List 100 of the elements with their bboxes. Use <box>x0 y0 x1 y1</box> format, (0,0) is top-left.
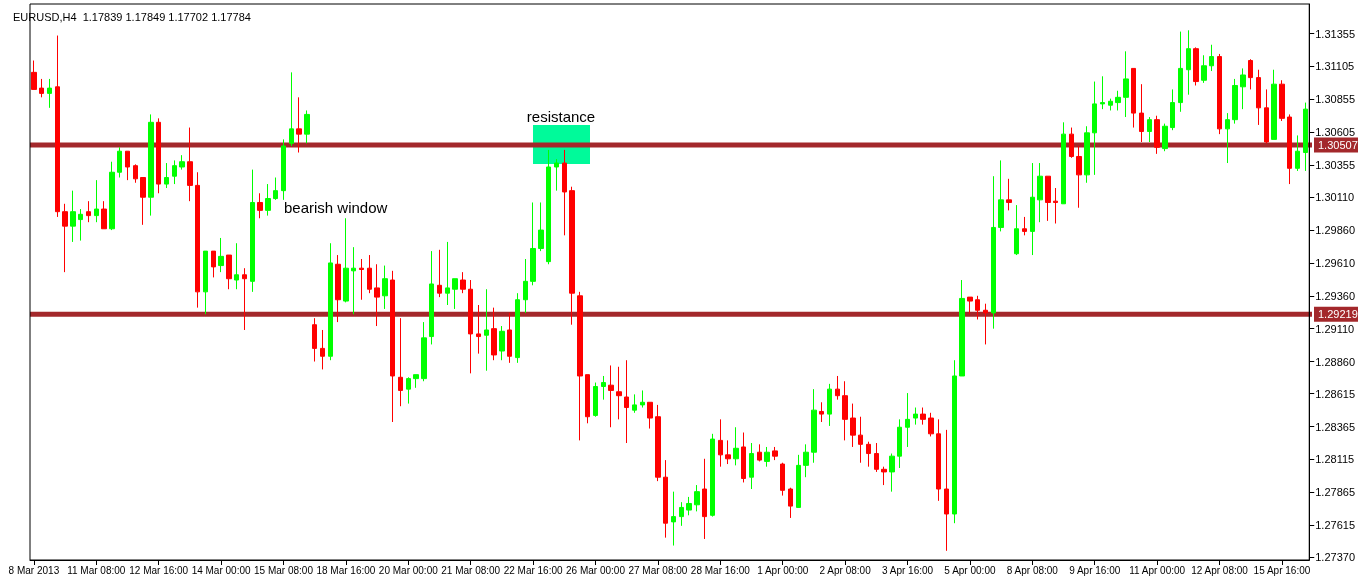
x-tick-label: 3 Apr 16:00 <box>881 564 934 576</box>
candlestick <box>616 366 622 420</box>
x-tick-label: 5 Apr 00:00 <box>944 564 996 576</box>
candlestick <box>460 271 466 294</box>
y-tick-label: 1.28365 <box>1315 420 1355 433</box>
candlestick <box>1014 204 1019 256</box>
candlestick <box>78 208 83 242</box>
candlestick <box>1045 175 1051 222</box>
candlestick <box>31 60 37 90</box>
candlestick <box>86 200 91 223</box>
candlestick <box>195 171 200 309</box>
candlestick <box>663 459 668 539</box>
candlestick <box>1076 145 1082 209</box>
candlestick <box>390 270 395 423</box>
candlestick <box>1115 90 1121 111</box>
candlestick <box>312 317 317 363</box>
x-tick-label: 9 Apr 16:00 <box>1069 564 1121 576</box>
candlestick <box>952 359 957 524</box>
candlestick <box>1084 125 1090 184</box>
candlestick <box>437 249 442 298</box>
y-tick-label: 1.30355 <box>1315 159 1355 172</box>
x-tick-label: 2 Apr 08:00 <box>819 564 872 576</box>
y-tick-label: 1.28860 <box>1315 355 1355 368</box>
candlestick <box>881 466 887 486</box>
candlestick <box>398 317 403 407</box>
candlestick <box>842 380 848 441</box>
candlestick <box>1162 123 1168 152</box>
candlestick <box>858 416 863 464</box>
candlestick <box>624 359 629 444</box>
candlestick <box>1022 216 1027 236</box>
candlestick <box>211 250 216 278</box>
candlestick <box>928 412 934 437</box>
x-tick-label: 11 Mar 08:00 <box>67 564 126 576</box>
candlestick <box>1264 88 1269 144</box>
candlestick <box>710 433 715 518</box>
candlestick <box>632 393 637 414</box>
candlestick <box>1131 67 1136 129</box>
candlestick <box>187 127 193 202</box>
x-tick-label: 8 Mar 2013 <box>8 564 60 576</box>
candlestick <box>328 242 333 361</box>
candlestick <box>796 454 801 508</box>
x-tick-label: 14 Mar 00:00 <box>191 564 251 576</box>
y-tick-label: 1.27615 <box>1315 519 1355 532</box>
ref-line-label: 1.29219 <box>1318 308 1358 321</box>
candlestick <box>967 296 973 315</box>
candlestick <box>1030 162 1035 256</box>
candlestick <box>772 446 778 461</box>
candlestick <box>569 186 575 326</box>
candlestick <box>125 150 130 181</box>
candlestick <box>998 159 1004 232</box>
candlestick <box>749 442 754 490</box>
candlestick <box>1154 115 1160 155</box>
candlestick <box>1303 102 1308 172</box>
candlestick <box>367 254 372 294</box>
candlestick <box>718 418 723 468</box>
y-tick-label: 1.29860 <box>1315 224 1355 237</box>
candlestick <box>1037 162 1043 223</box>
x-tick-label: 12 Mar 16:00 <box>129 564 189 576</box>
x-tick-label: 11 Apr 00:00 <box>1129 564 1186 576</box>
x-tick-label: 22 Mar 16:00 <box>503 564 564 576</box>
candlestick <box>1053 187 1058 225</box>
candlestick <box>203 250 208 315</box>
candlestick <box>819 401 824 423</box>
candlestick <box>351 246 356 315</box>
candlestick <box>242 267 247 331</box>
candlestick <box>281 138 286 201</box>
candlestick <box>94 179 99 223</box>
candlestick <box>1123 50 1129 118</box>
candlestick <box>835 375 840 401</box>
x-tick-label: 21 Mar 08:00 <box>441 564 501 576</box>
candlestick <box>897 418 902 469</box>
candlestick <box>671 491 676 547</box>
candlestick <box>1108 98 1113 111</box>
candlestick <box>608 364 614 428</box>
y-tick-label: 1.29360 <box>1315 289 1355 302</box>
candlestick <box>133 163 138 184</box>
candlestick <box>1092 81 1097 176</box>
candlestick <box>234 242 239 290</box>
candlestick <box>1006 178 1012 211</box>
candlestick <box>1248 58 1253 90</box>
candlestick <box>156 117 161 194</box>
candlestick <box>507 312 512 364</box>
candlestick <box>47 78 52 109</box>
candlestick <box>1178 31 1183 113</box>
candlestick <box>226 254 232 290</box>
candlestick <box>827 383 832 427</box>
candlestick <box>655 404 661 482</box>
candlestick <box>476 304 481 355</box>
candlestick <box>148 113 154 217</box>
candlestick <box>554 158 559 192</box>
candlestick <box>1209 44 1214 72</box>
y-tick-label: 1.29610 <box>1315 256 1355 269</box>
x-tick-label: 15 Mar 08:00 <box>254 564 314 576</box>
candlestick <box>320 329 325 370</box>
candlestick <box>421 321 427 382</box>
x-tick-label: 20 Mar 00:00 <box>378 564 439 576</box>
candlestick <box>694 484 700 512</box>
candlestick <box>889 453 895 493</box>
candlestick <box>1225 112 1230 164</box>
candlestick <box>1279 79 1285 122</box>
